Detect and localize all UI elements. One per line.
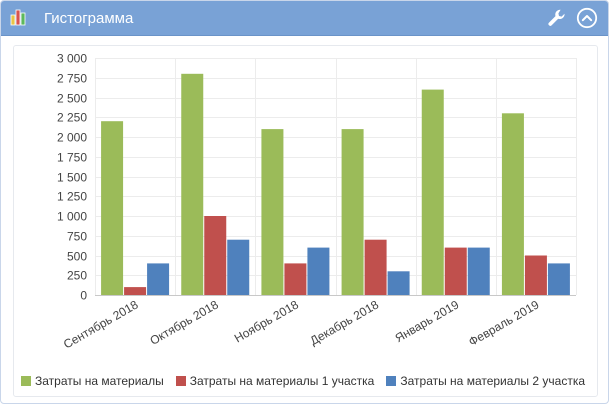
legend-label: Затраты на материалы [35,374,164,388]
chevron-up-circle-icon [576,7,598,29]
bar-2-3[interactable] [284,263,307,295]
x-tick-label: Сентябрь 2018 [61,297,141,351]
y-tick-label: 1 750 [57,151,87,165]
widget-header: Гистограмма [1,1,608,36]
y-tick-label: 1 500 [57,171,87,185]
wrench-icon [548,9,565,26]
bar-1-3[interactable] [261,129,284,295]
y-tick-label: 2 250 [57,111,87,125]
bar-1-4[interactable] [341,129,364,295]
y-tick-label: 2 000 [57,131,87,145]
y-tick-label: 2 500 [57,92,87,106]
y-tick-label: 750 [67,230,87,244]
bar-3-6[interactable] [547,263,570,295]
legend-item-2[interactable]: Затраты на материалы 1 участка [175,374,375,388]
x-tick-label: Январь 2019 [393,297,462,345]
y-tick-label: 1 250 [57,190,87,204]
y-tick-label: 500 [67,250,87,264]
legend-label: Затраты на материалы 2 участка [400,374,586,388]
bar-1-1[interactable] [101,121,124,295]
bar-2-2[interactable] [204,216,227,295]
bar-3-4[interactable] [387,271,410,295]
legend-item-3[interactable]: Затраты на материалы 2 участка [386,374,585,388]
bars [101,73,570,296]
x-tick-label: Октябрь 2018 [147,297,221,348]
chart-legend: Затраты на материалы Затраты на материалы… [21,374,597,388]
legend-swatch [386,376,397,386]
bar-3-3[interactable] [307,247,330,295]
settings-button[interactable] [546,7,568,29]
bar-2-4[interactable] [364,239,387,295]
x-tick-label: Ноябрь 2018 [232,297,301,345]
y-tick-label: 250 [67,269,87,283]
bar-2-1[interactable] [124,287,147,295]
bar-3-2[interactable] [227,239,250,295]
bar-1-2[interactable] [181,73,204,295]
bar-2-6[interactable] [524,255,547,296]
x-axis-ticks: Сентябрь 2018 Октябрь 2018 Ноябрь 2018 Дека… [61,297,542,351]
legend-item-1[interactable]: Затраты на материалы [21,374,164,388]
legend-swatch [175,376,186,386]
bar-2-5[interactable] [444,247,467,295]
legend-swatch [21,376,31,386]
bar-3-1[interactable] [147,263,170,295]
widget-title: Гистограмма [44,10,134,27]
grid-lines [95,58,577,296]
x-tick-label: Февраль 2019 [466,297,542,349]
y-axis-ticks: 0 250 500 750 1 000 1 250 1 500 1 750 2 000 2 250… [57,52,87,303]
bar-chart-icon [10,9,26,26]
legend-label: Затраты на материалы 1 участка [189,374,375,388]
y-tick-label: 0 [80,289,87,303]
y-tick-label: 3 000 [57,52,87,66]
bar-1-5[interactable] [421,89,444,295]
bar-1-6[interactable] [501,113,524,295]
x-tick-label: Декабрь 2018 [308,297,382,348]
collapse-button[interactable] [576,7,598,29]
y-tick-label: 1 000 [57,210,87,224]
bar-3-5[interactable] [467,247,490,295]
y-tick-label: 2 750 [57,72,87,86]
